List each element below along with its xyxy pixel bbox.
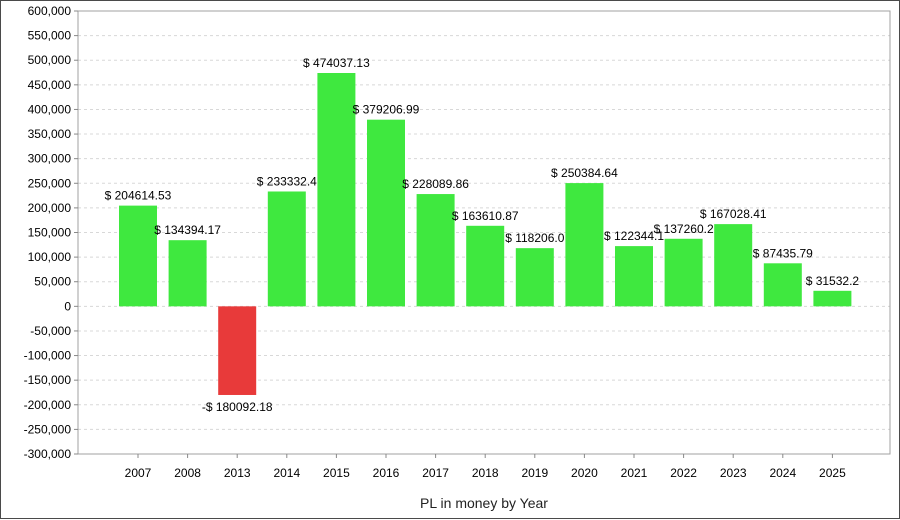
x-tick-label: 2025 — [819, 466, 846, 480]
bar — [416, 194, 455, 307]
bar — [367, 119, 405, 307]
x-tick-label: 2020 — [571, 466, 598, 480]
data-label: $ 134394.17 — [154, 223, 221, 237]
y-tick-label: 550,000 — [28, 29, 72, 43]
data-label: $ 204614.53 — [105, 189, 172, 203]
data-label: $ 87435.79 — [753, 246, 813, 260]
x-tick-label: 2017 — [422, 466, 449, 480]
bar — [664, 238, 703, 307]
data-label: $ 379206.99 — [353, 103, 420, 117]
data-label: $ 122344.1 — [604, 229, 664, 243]
y-tick-label: 400,000 — [28, 102, 72, 116]
y-tick-label: 350,000 — [28, 127, 72, 141]
y-tick-label: -150,000 — [24, 373, 72, 387]
bar — [267, 191, 306, 307]
data-label: $ 31532.2 — [806, 274, 860, 288]
x-tick-label: 2019 — [521, 466, 548, 480]
y-tick-label: 450,000 — [28, 78, 72, 92]
bar — [615, 246, 653, 307]
y-axis: 600,000 550,000 500,000 450,000 400,000 350,0… — [24, 4, 78, 461]
bar — [218, 306, 257, 395]
y-tick-label: 500,000 — [28, 53, 72, 67]
bar — [317, 73, 356, 307]
y-tick-label: -300,000 — [24, 447, 72, 461]
x-tick-label: 2021 — [621, 466, 648, 480]
x-tick-label: 2022 — [670, 466, 697, 480]
y-tick-label: 0 — [64, 299, 71, 313]
x-tick-label: 2013 — [224, 466, 251, 480]
y-tick-label: 200,000 — [28, 201, 72, 215]
y-tick-label: 300,000 — [28, 152, 72, 166]
y-tick-label: 600,000 — [28, 4, 72, 18]
y-tick-label: 100,000 — [28, 250, 72, 264]
y-tick-label: -250,000 — [24, 422, 72, 436]
x-tick-label: 2008 — [174, 466, 201, 480]
bar — [565, 183, 604, 307]
data-label: $ 228089.86 — [402, 177, 469, 191]
data-label: $ 167028.41 — [700, 207, 767, 221]
bar — [168, 240, 207, 307]
bar — [714, 224, 753, 307]
data-label: $ 474037.13 — [303, 56, 370, 70]
data-label: $ 163610.87 — [452, 209, 519, 223]
y-tick-label: 50,000 — [34, 275, 71, 289]
y-tick-label: -100,000 — [24, 349, 72, 363]
x-axis-title: PL in money by Year — [420, 495, 548, 511]
data-label: $ 137260.2 — [654, 222, 714, 236]
bar — [813, 290, 852, 307]
x-tick-label: 2007 — [125, 466, 152, 480]
x-tick-label: 2014 — [273, 466, 300, 480]
data-label: $ 233332.4 — [257, 174, 317, 188]
y-tick-label: -200,000 — [24, 398, 72, 412]
x-tick-label: 2024 — [769, 466, 796, 480]
bar — [119, 205, 157, 307]
bar — [466, 225, 505, 307]
x-axis: 2007 2008 2013 2014 2015 2016 2017 2018 2019 2020… — [125, 454, 846, 480]
data-label: $ 250384.64 — [551, 166, 618, 180]
bar — [515, 248, 554, 307]
x-tick-label: 2016 — [373, 466, 400, 480]
bars — [119, 73, 852, 395]
data-labels: $ 204614.53 $ 134394.17 -$ 180092.18 $ 2333… — [105, 56, 860, 414]
y-tick-label: -50,000 — [30, 324, 71, 338]
bar — [763, 263, 802, 307]
y-tick-label: 150,000 — [28, 226, 72, 240]
data-label: $ 118206.0 — [505, 231, 564, 245]
data-label: -$ 180092.18 — [202, 400, 273, 414]
y-tick-label: 250,000 — [28, 176, 72, 190]
x-tick-label: 2023 — [720, 466, 747, 480]
x-tick-label: 2015 — [323, 466, 350, 480]
x-tick-label: 2018 — [472, 466, 499, 480]
